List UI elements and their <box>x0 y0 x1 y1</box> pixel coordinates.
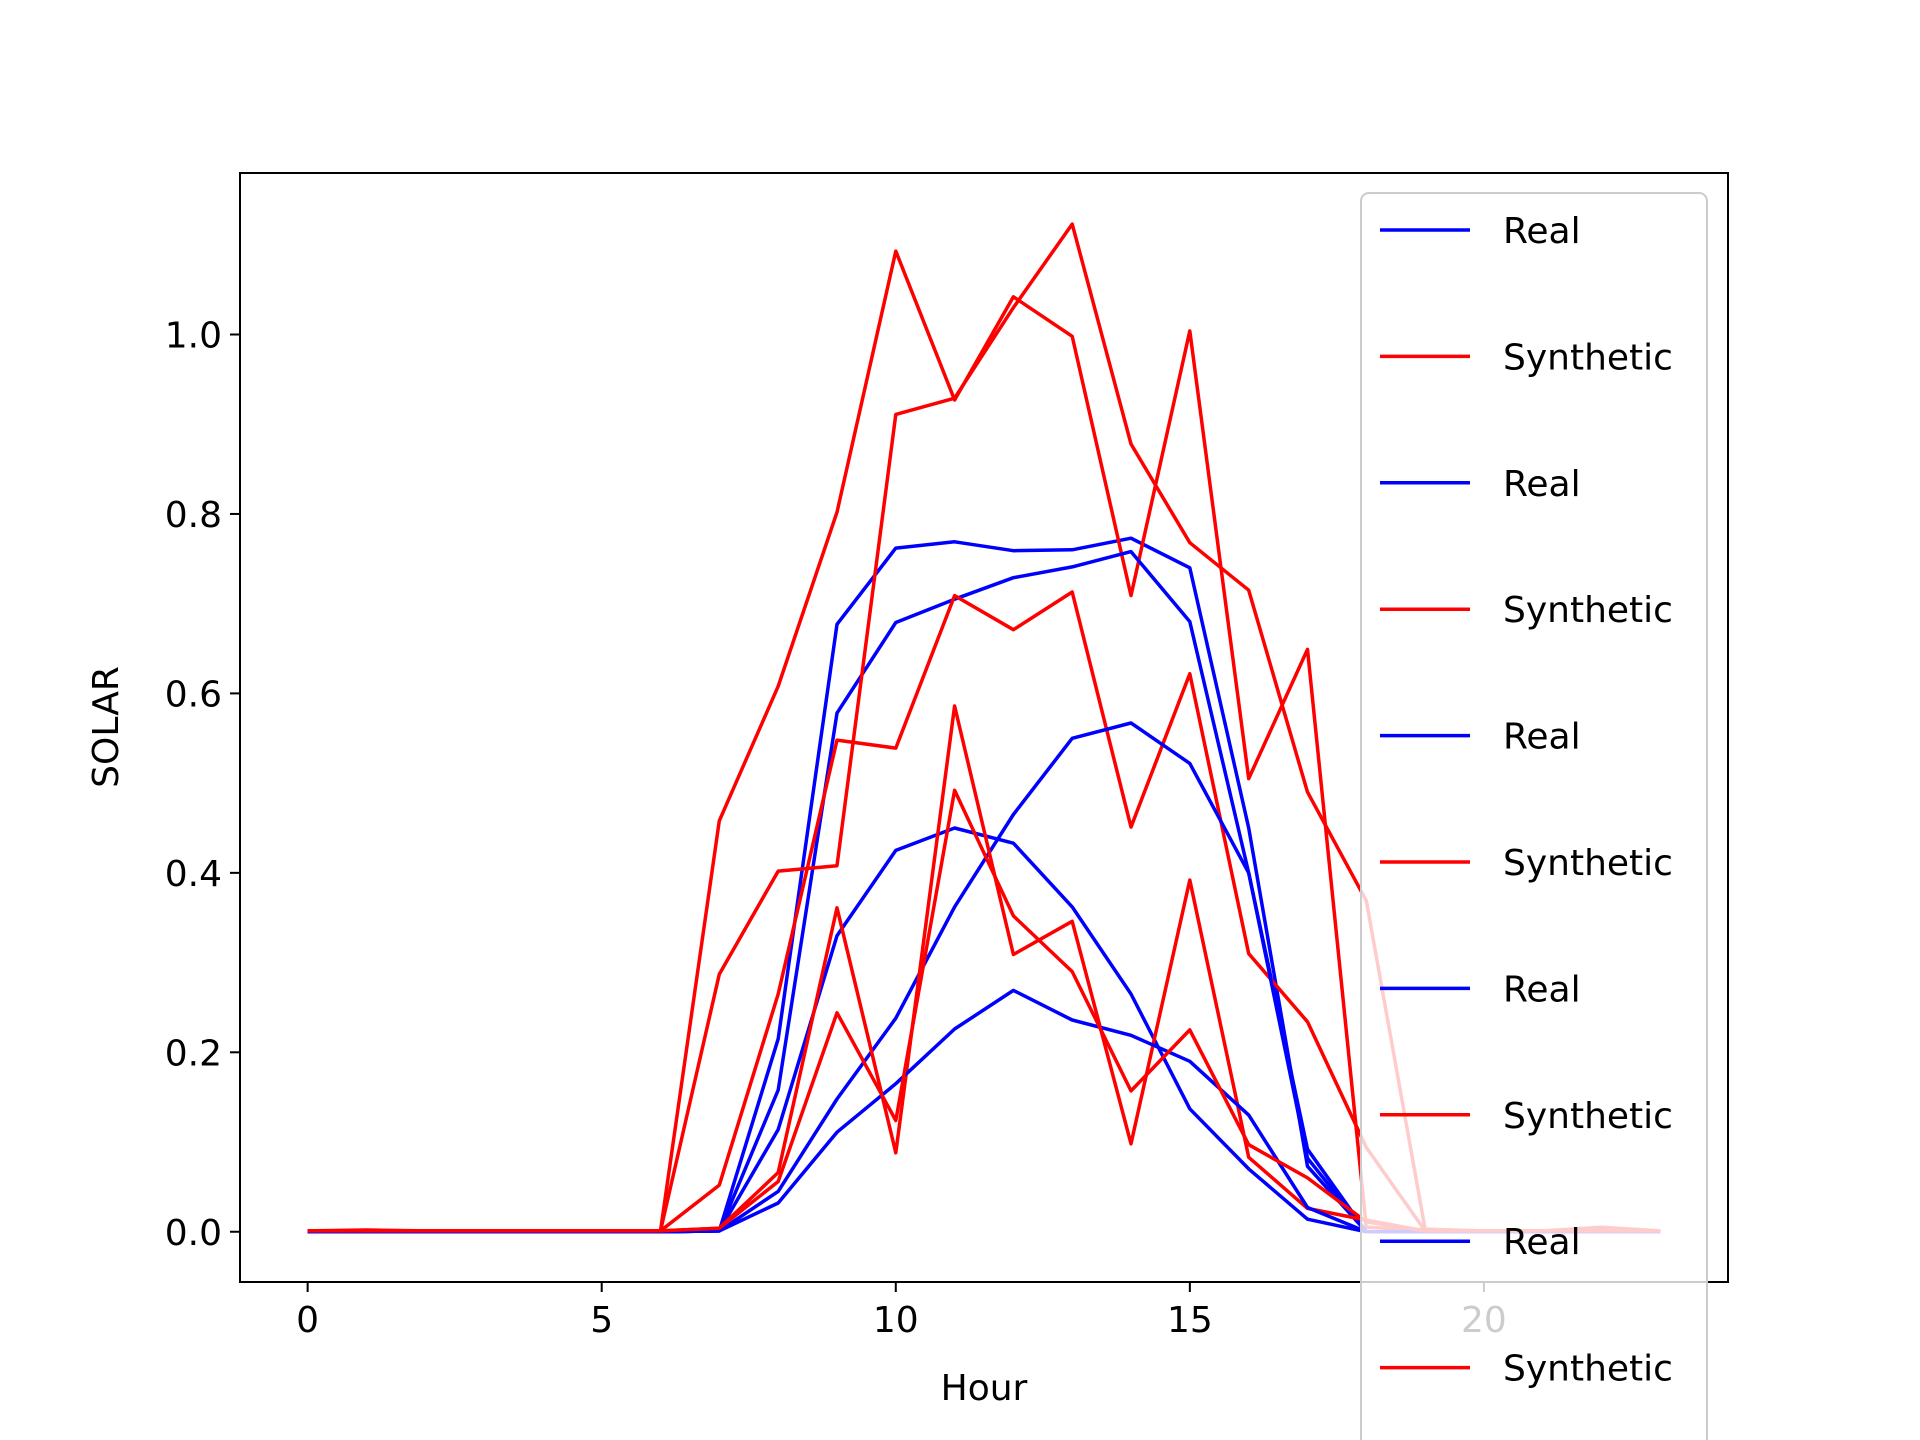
y-tick-label: 0.0 <box>165 1213 222 1254</box>
legend-label-synthetic: Synthetic <box>1503 843 1673 884</box>
y-tick-label: 0.8 <box>165 495 222 536</box>
y-tick-label: 1.0 <box>165 316 222 357</box>
legend-label-real: Real <box>1503 464 1581 505</box>
y-axis-label: SOLAR <box>86 666 127 788</box>
legend-label-synthetic: Synthetic <box>1503 1096 1673 1137</box>
x-tick-label: 5 <box>590 1300 613 1341</box>
x-tick-label: 15 <box>1167 1300 1213 1341</box>
y-tick-label: 0.2 <box>165 1033 222 1074</box>
legend-label-synthetic: Synthetic <box>1503 337 1673 378</box>
plot-area-frame <box>239 172 1729 1283</box>
x-tick-label: 10 <box>873 1300 919 1341</box>
x-axis-label: Hour <box>941 1368 1028 1409</box>
legend-label-real: Real <box>1503 211 1581 252</box>
legend-label-real: Real <box>1503 717 1581 758</box>
x-tick-label: 0 <box>296 1300 319 1341</box>
legend: Real Synthetic Real Synthetic Real Synthetic R… <box>1360 192 1708 1440</box>
legend-label-synthetic: Synthetic <box>1503 590 1673 631</box>
y-tick-label: 0.4 <box>165 854 222 895</box>
legend-label-real: Real <box>1503 969 1581 1010</box>
legend-label-real: Real <box>1503 1222 1581 1263</box>
legend-label-synthetic: Synthetic <box>1503 1349 1673 1390</box>
legend-box <box>1360 192 1708 1440</box>
y-axis: 0.0 0.2 0.4 0.6 0.8 1.0 <box>165 316 240 1254</box>
y-tick-label: 0.6 <box>165 674 222 715</box>
